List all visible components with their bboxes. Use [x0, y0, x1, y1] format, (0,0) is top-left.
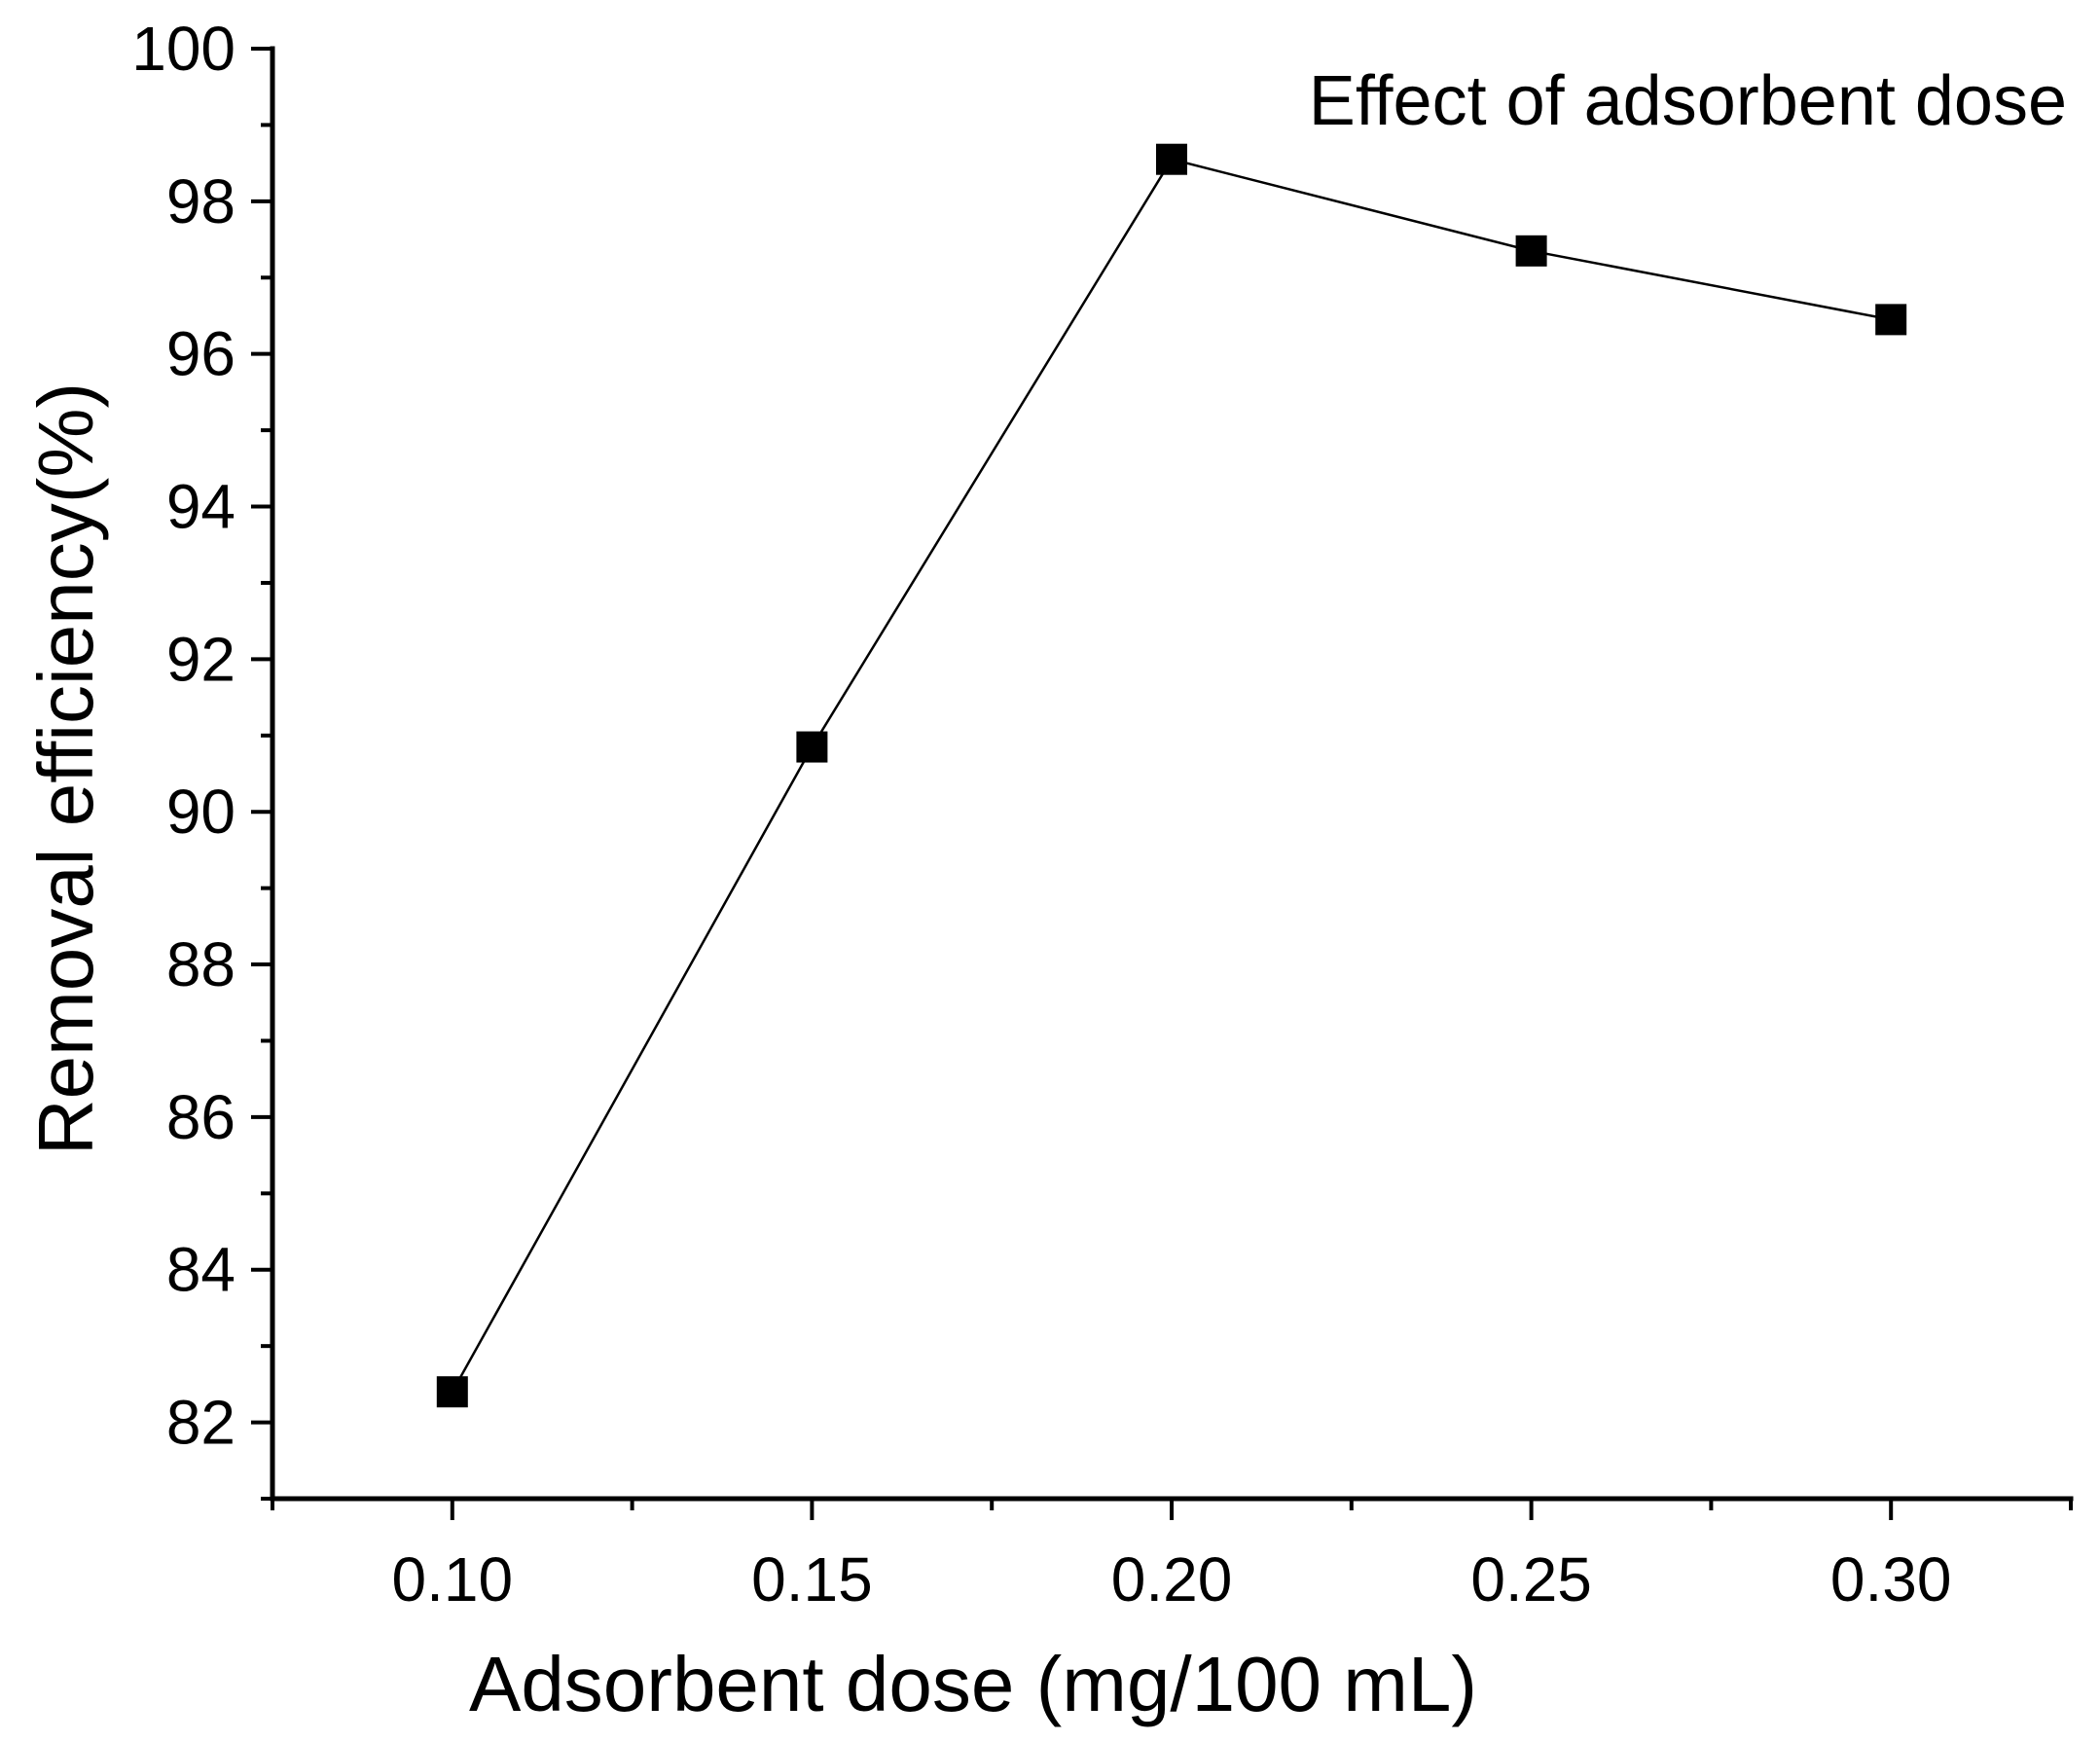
y-tick-label: 92 — [166, 624, 235, 694]
y-tick-label: 88 — [166, 929, 235, 999]
y-tick-label: 94 — [166, 472, 235, 542]
y-tick-label: 90 — [166, 777, 235, 847]
y-tick-label: 96 — [166, 319, 235, 389]
y-tick-label: 84 — [166, 1235, 235, 1305]
y-tick-label: 98 — [166, 166, 235, 236]
data-point-marker — [1156, 143, 1187, 175]
y-axis-ticks: 82 84 86 88 90 92 94 96 98 100 — [131, 14, 272, 1501]
series-layer — [436, 143, 1907, 1408]
data-point-marker — [436, 1376, 468, 1408]
y-tick-label: 82 — [166, 1388, 235, 1458]
x-tick-label: 0.20 — [1111, 1544, 1233, 1614]
data-point-marker — [1875, 304, 1907, 336]
axes — [270, 46, 2074, 1502]
x-tick-label: 0.30 — [1830, 1544, 1952, 1614]
y-tick-label: 100 — [131, 14, 235, 84]
y-axis-title: Removal efficiency(%) — [22, 382, 109, 1155]
data-point-marker — [1515, 235, 1547, 267]
data-point-marker — [796, 731, 828, 763]
x-axis-title: Adsorbent dose (mg/100 mL) — [469, 1641, 1477, 1727]
x-tick-label: 0.10 — [392, 1544, 514, 1614]
x-tick-label: 0.15 — [751, 1544, 873, 1614]
series-line — [451, 158, 1892, 1393]
legend-entry: Effect of adsorbent dose — [1309, 62, 2067, 140]
x-axis-ticks: 0.10 0.15 0.20 0.25 0.30 — [271, 1499, 2073, 1614]
x-tick-label: 0.25 — [1470, 1544, 1592, 1614]
y-tick-label: 86 — [166, 1082, 235, 1152]
